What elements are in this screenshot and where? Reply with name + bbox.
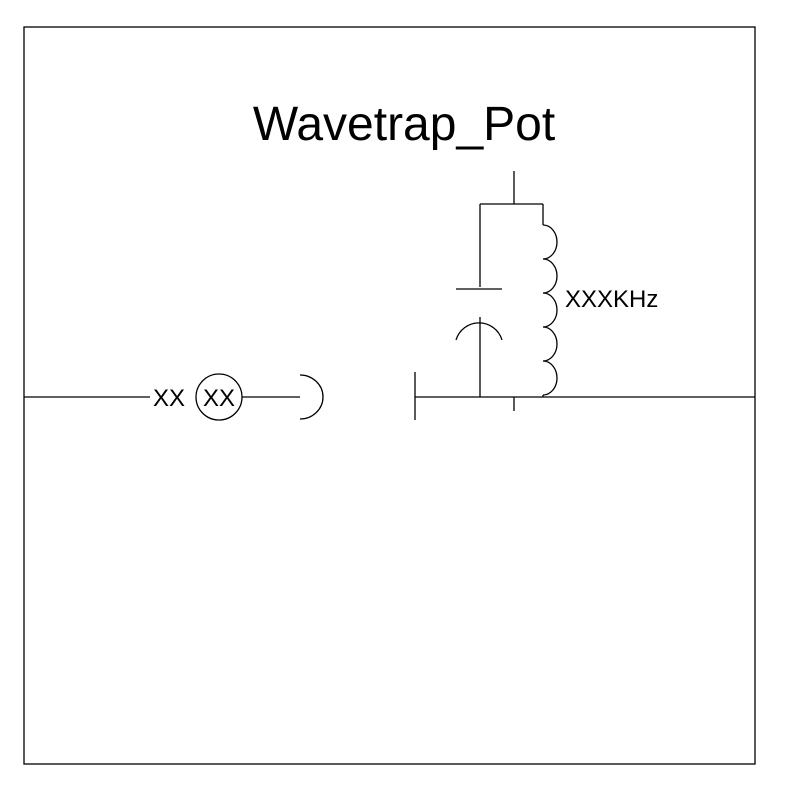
meter-label: XX [203,385,235,412]
diagram-frame [23,26,756,765]
frequency-label: XXXKHz [565,286,658,313]
left-label: XX [153,385,185,412]
inductor-coil-icon [542,224,558,396]
coupling-arc-icon [299,374,324,420]
capacitor-plate-curved-icon [455,322,503,341]
diagram-title: Wavetrap_Pot [253,98,555,151]
